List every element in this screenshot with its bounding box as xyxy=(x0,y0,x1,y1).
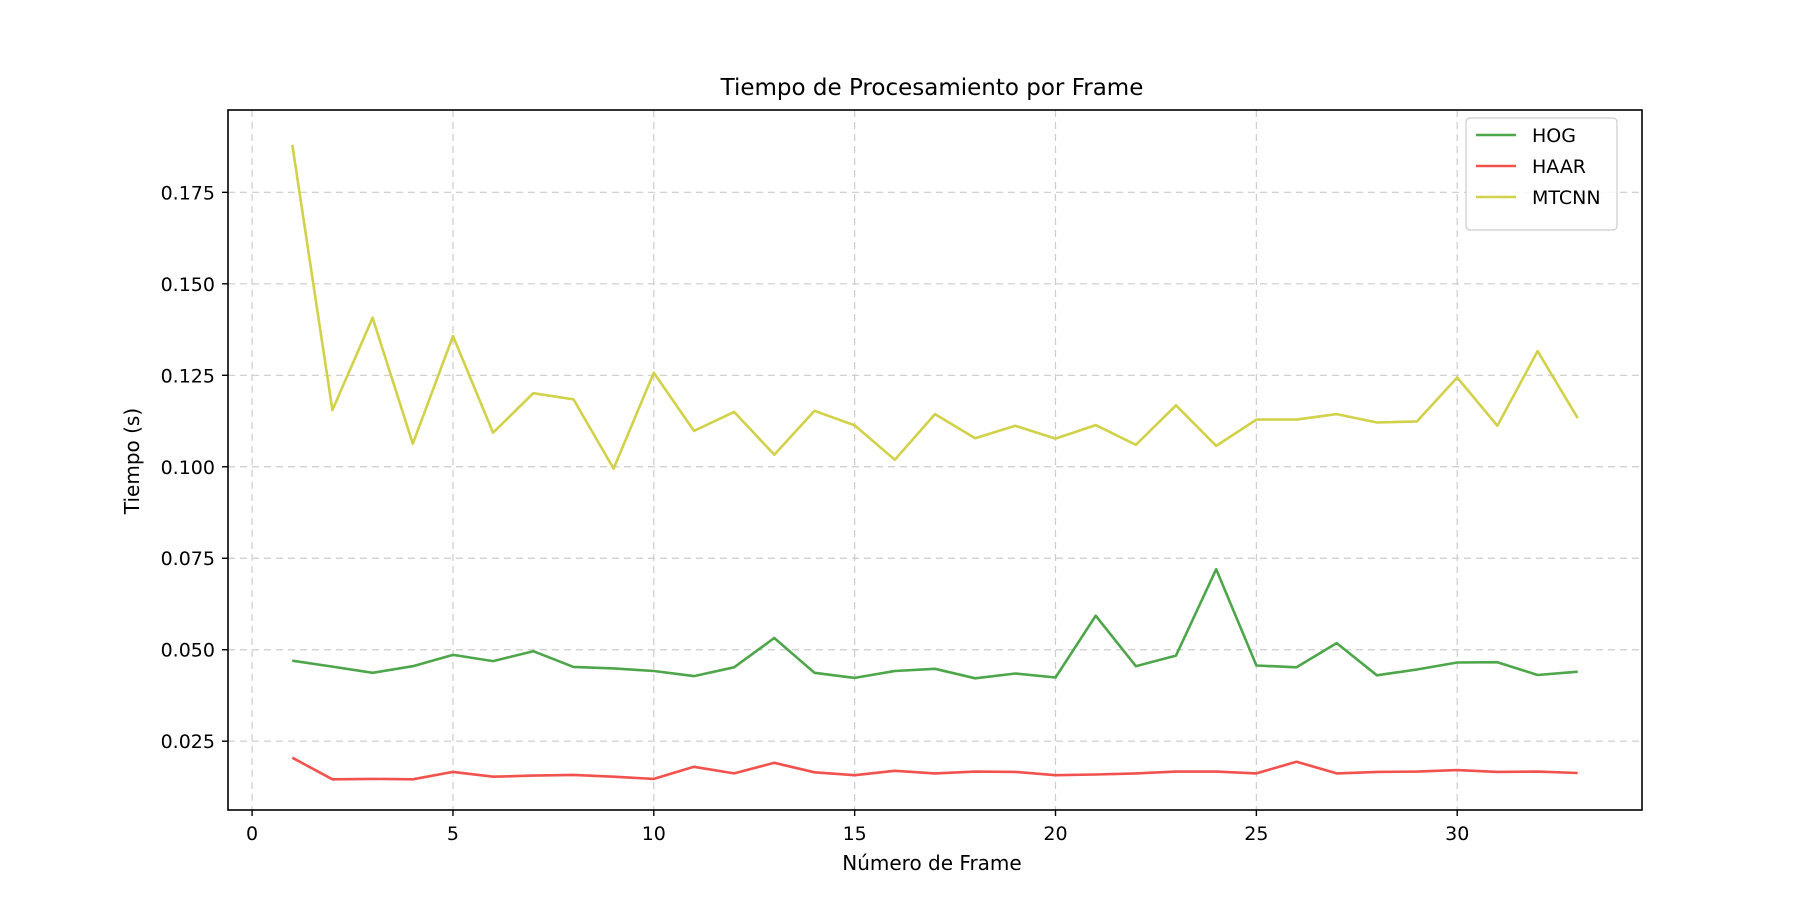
series-line-mtcnn xyxy=(291,144,1579,470)
y-tick-label: 0.050 xyxy=(161,640,215,662)
legend: HOG HAAR MTCNN xyxy=(1465,117,1618,231)
y-axis-ticks: 0.025 0.050 0.075 0.100 0.125 0.150 0.175 xyxy=(161,182,228,753)
x-tick-label: 25 xyxy=(1244,823,1268,845)
legend-box xyxy=(1465,117,1618,231)
chart-title: Tiempo de Procesamiento por Frame xyxy=(720,75,1144,101)
y-axis-label: Tiempo (s) xyxy=(120,408,144,515)
x-tick-label: 30 xyxy=(1445,823,1469,845)
y-tick-label: 0.100 xyxy=(161,457,215,479)
x-axis-label: Número de Frame xyxy=(842,851,1021,875)
y-tick-label: 0.150 xyxy=(161,274,215,296)
x-gridlines xyxy=(251,110,1458,810)
x-tick-label: 0 xyxy=(246,823,258,845)
x-tick-label: 10 xyxy=(642,823,666,845)
legend-label-haar: HAAR xyxy=(1532,156,1586,178)
x-axis-ticks: 0 5 10 15 20 25 30 xyxy=(246,810,1469,845)
y-gridlines xyxy=(228,191,1642,742)
x-tick-label: 20 xyxy=(1043,823,1067,845)
x-tick-label: 5 xyxy=(447,823,459,845)
legend-label-hog: HOG xyxy=(1532,125,1576,147)
legend-label-mtcnn: MTCNN xyxy=(1532,187,1601,209)
x-tick-label: 15 xyxy=(843,823,867,845)
y-tick-label: 0.175 xyxy=(161,182,215,204)
series-line-hog xyxy=(292,567,1578,680)
series-line-haar xyxy=(291,756,1578,781)
series-lines xyxy=(291,144,1579,781)
plot-area-frame xyxy=(227,109,1643,811)
y-tick-label: 0.075 xyxy=(161,548,215,570)
y-tick-label: 0.025 xyxy=(161,731,215,753)
y-tick-label: 0.125 xyxy=(161,365,215,387)
